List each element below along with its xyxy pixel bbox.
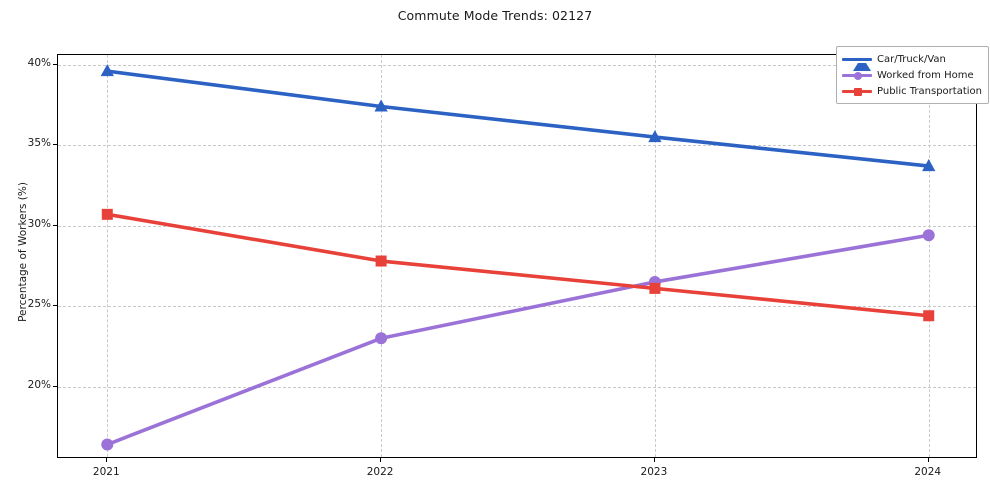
data-point-marker bbox=[100, 64, 114, 77]
x-tick-label: 2021 bbox=[92, 466, 120, 478]
y-tick-label: 30% bbox=[27, 217, 51, 230]
series-lines bbox=[100, 64, 936, 451]
x-tick-label: 2024 bbox=[914, 466, 942, 478]
chart-legend[interactable]: Car/Truck/Van Worked from Home Public Tran… bbox=[836, 46, 989, 104]
legend-marker-triangle-icon bbox=[853, 55, 871, 71]
legend-label: Public Transportation bbox=[877, 85, 982, 97]
legend-marker-square-icon bbox=[854, 87, 862, 96]
data-point-marker bbox=[375, 255, 387, 267]
data-point-marker bbox=[923, 310, 935, 322]
x-tick-mark bbox=[927, 458, 929, 462]
y-tick-label: 25% bbox=[27, 298, 51, 311]
x-tick-mark bbox=[380, 458, 382, 462]
y-axis-label: Percentage of Workers (%) bbox=[17, 182, 29, 322]
legend-swatch bbox=[842, 52, 872, 71]
legend-marker-circle-icon bbox=[854, 71, 862, 80]
chart-title: Commute Mode Trends: 02127 bbox=[397, 8, 593, 23]
x-tick-label: 2022 bbox=[366, 466, 394, 478]
legend-line bbox=[842, 58, 872, 61]
plot-area bbox=[57, 54, 977, 458]
y-tick-label: 35% bbox=[27, 137, 51, 150]
data-point-marker bbox=[922, 229, 935, 242]
series-line bbox=[105, 69, 931, 168]
legend-item[interactable]: Worked from Home bbox=[842, 67, 982, 83]
data-point-marker bbox=[101, 438, 114, 451]
data-point-marker bbox=[922, 159, 936, 172]
y-tick-mark bbox=[53, 224, 57, 226]
data-point-marker bbox=[649, 282, 661, 294]
legend-swatch bbox=[842, 84, 872, 98]
data-point-marker bbox=[648, 130, 662, 143]
x-tick-mark bbox=[106, 458, 108, 462]
legend-item[interactable]: Car/Truck/Van bbox=[842, 51, 982, 71]
legend-item[interactable]: Public Transportation bbox=[842, 83, 982, 99]
data-point-marker bbox=[101, 208, 113, 220]
y-tick-label: 40% bbox=[27, 56, 51, 69]
legend-label: Car/Truck/Van bbox=[877, 53, 946, 65]
y-tick-label: 20% bbox=[27, 378, 51, 391]
y-tick-mark bbox=[53, 144, 57, 146]
y-tick-mark bbox=[53, 385, 57, 387]
data-point-marker bbox=[375, 332, 388, 345]
legend-swatch bbox=[842, 68, 872, 82]
x-tick-mark bbox=[653, 458, 655, 462]
y-tick-mark bbox=[53, 63, 57, 65]
y-tick-mark bbox=[53, 305, 57, 307]
series-line bbox=[105, 212, 931, 318]
x-tick-label: 2023 bbox=[640, 466, 668, 478]
data-point-marker bbox=[374, 99, 388, 112]
series-line bbox=[105, 233, 931, 447]
legend-label: Worked from Home bbox=[877, 69, 974, 81]
